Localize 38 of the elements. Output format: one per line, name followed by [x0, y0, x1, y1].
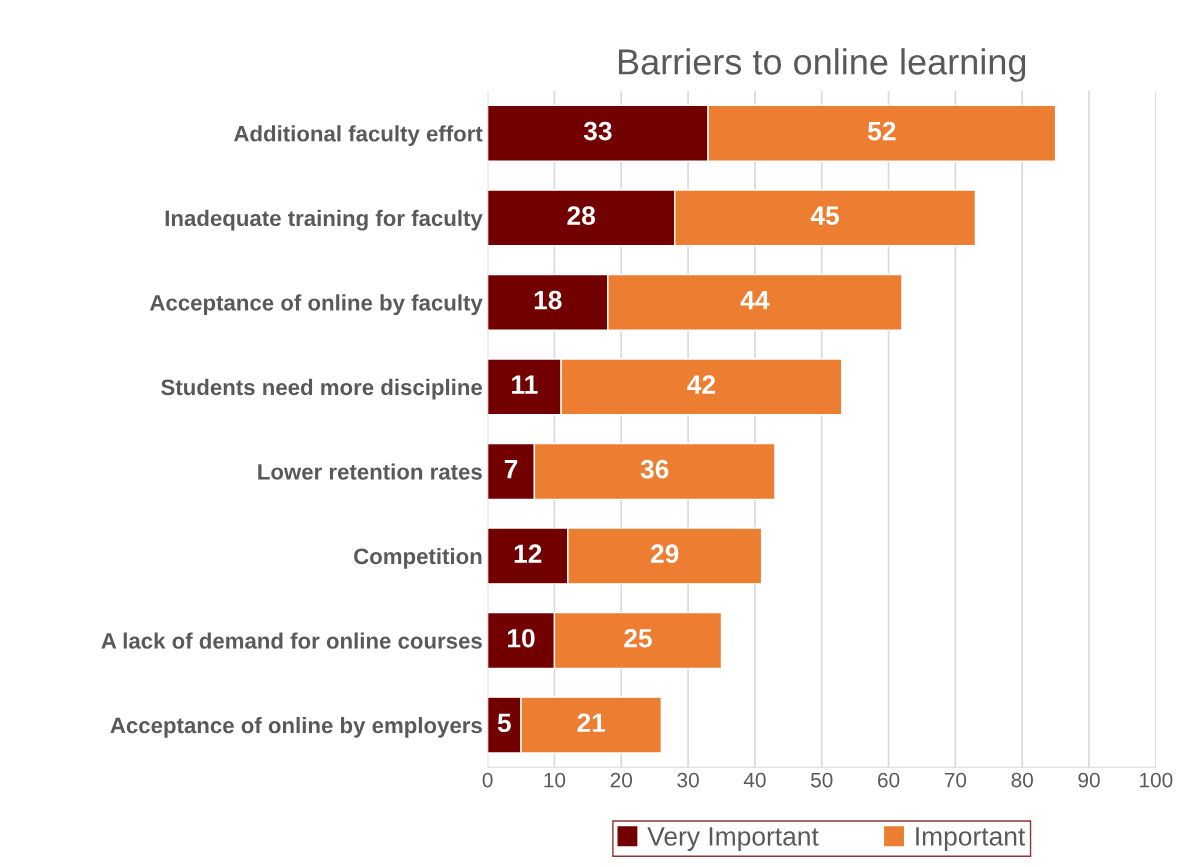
x-tick-label: 10 — [544, 772, 566, 788]
data-label: 52 — [868, 121, 896, 141]
x-tick-label: 80 — [1011, 772, 1033, 788]
data-label: 7 — [504, 460, 518, 479]
data-label: 44 — [740, 291, 770, 310]
data-label: 5 — [497, 713, 511, 733]
x-tick-label: 60 — [878, 772, 900, 788]
x-tick-label: 40 — [743, 772, 766, 788]
x-tick-label: 30 — [677, 772, 699, 788]
legend-label: Important — [916, 827, 1026, 851]
data-label: 11 — [512, 375, 538, 394]
y-tick-label: Students need more discipline — [161, 378, 483, 400]
data-label: 12 — [514, 544, 542, 563]
data-label: 25 — [624, 628, 652, 648]
chart-title: Barriers to online learning — [618, 48, 1026, 82]
x-tick-label: 70 — [944, 772, 967, 788]
data-label: 33 — [583, 121, 612, 141]
x-tick-label: 0 — [482, 772, 493, 788]
y-tick-label: Acceptance of online by employers — [110, 716, 482, 738]
legend-label: Very Important — [647, 827, 819, 851]
data-label: 10 — [508, 628, 535, 648]
x-tick-label: 20 — [610, 772, 633, 788]
x-tick-label: 100 — [1140, 772, 1173, 788]
y-tick-label: A lack of demand for online courses — [101, 632, 482, 649]
data-label: 29 — [650, 544, 679, 564]
data-label: 42 — [687, 375, 716, 394]
data-label: 45 — [810, 206, 840, 225]
y-tick-label: Inadequate training for faculty — [165, 209, 483, 231]
y-tick-label: Acceptance of online by faculty — [149, 294, 483, 316]
y-tick-label: Lower retention rates — [258, 463, 482, 480]
x-tick-label: 90 — [1078, 772, 1100, 788]
data-label: 18 — [534, 290, 562, 310]
data-label: 28 — [567, 206, 596, 225]
x-tick-label: 50 — [810, 772, 833, 788]
y-tick-label: Additional faculty effort — [233, 125, 483, 146]
y-tick-label: Competition — [354, 547, 482, 569]
data-label: 36 — [640, 459, 669, 479]
data-label: 21 — [577, 713, 606, 732]
